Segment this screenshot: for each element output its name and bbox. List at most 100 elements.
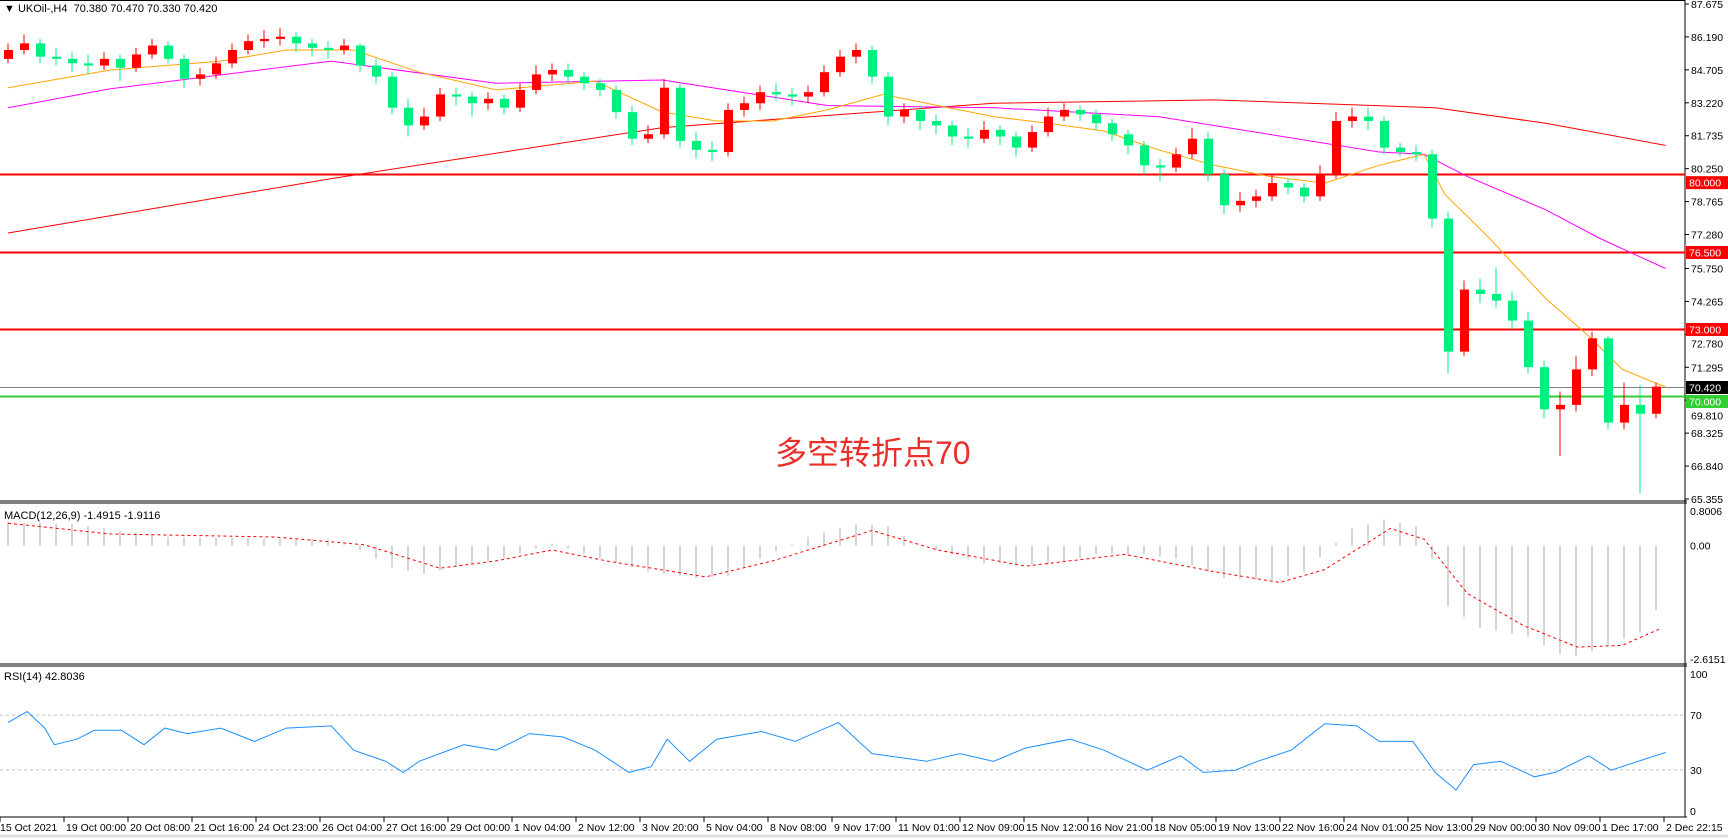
price-tick-label: 87.675 (1691, 0, 1723, 11)
candle-body (1076, 109, 1085, 115)
candle-body (1492, 293, 1501, 301)
candle-body (1188, 138, 1197, 155)
time-tick-label: 30 Nov 09:00 (1538, 822, 1601, 834)
candle-body (916, 109, 925, 121)
candle-body (948, 125, 957, 137)
time-tick-label: 16 Nov 21:00 (1090, 822, 1153, 834)
candle-body (1620, 404, 1629, 423)
price-tick-label: 65.355 (1691, 494, 1723, 506)
candle-body (484, 98, 493, 104)
candle-body (308, 43, 317, 48)
price-level-label: 70.000 (1689, 397, 1721, 409)
time-tick-label: 15 Nov 12:00 (1026, 822, 1089, 834)
candle-body (468, 96, 477, 104)
price-tick-label: 72.780 (1691, 339, 1723, 351)
candle-body (292, 36, 301, 44)
candle-body (852, 50, 861, 57)
price-level-label: 80.000 (1689, 178, 1721, 190)
time-tick-label: 9 Nov 17:00 (834, 822, 891, 834)
candle-body (772, 92, 781, 95)
time-tick-label: 5 Nov 04:00 (706, 822, 763, 834)
price-tick-label: 71.295 (1691, 362, 1723, 374)
time-tick-label: 15 Oct 2021 (0, 822, 57, 834)
candle-body (1412, 152, 1421, 155)
candle-body (532, 74, 541, 90)
candle-body (500, 98, 509, 108)
candle-body (1300, 187, 1309, 197)
candle-body (1476, 289, 1485, 294)
price-level-label: 70.420 (1689, 383, 1721, 395)
ohlc-readout: 70.380 70.470 70.330 70.420 (73, 3, 218, 15)
candle-body (836, 56, 845, 73)
time-tick-label: 8 Nov 08:00 (770, 822, 827, 834)
price-level-marker (1686, 381, 1728, 394)
candle-body (132, 54, 141, 68)
time-tick-label: 26 Oct 04:00 (322, 822, 382, 834)
candle-body (276, 36, 285, 39)
annotation-text: 多空转折点70 (775, 435, 971, 471)
candle-body (420, 116, 429, 126)
candle-body (1092, 114, 1101, 124)
candle-body (1028, 132, 1037, 148)
price-tick-label: 68.325 (1691, 428, 1723, 440)
candle-body (244, 41, 253, 51)
chart-header: ▼ UKOil-,H4 70.380 70.470 70.330 70.420 (4, 3, 217, 15)
candle-body (1060, 109, 1069, 117)
candle-body (724, 109, 733, 153)
rsi-tick-label: 100 (1690, 669, 1708, 681)
candle-body (1284, 183, 1293, 188)
candle-body (1316, 174, 1325, 197)
time-tick-label: 24 Oct 23:00 (258, 822, 318, 834)
price-tick-label: 74.265 (1691, 296, 1723, 308)
candle-body (404, 107, 413, 126)
candle-body (1636, 404, 1645, 414)
candle-body (820, 72, 829, 93)
candle-body (900, 109, 909, 117)
macd-tick-label: 0.00 (1690, 541, 1711, 553)
rsi-title: RSI(14) 42.8036 (4, 671, 85, 683)
candle-body (212, 63, 221, 75)
candle-body (596, 83, 605, 90)
time-tick-label: 18 Nov 05:00 (1154, 822, 1217, 834)
rsi-line (7, 710, 1666, 791)
time-tick-label: 19 Oct 00:00 (66, 822, 126, 834)
price-tick-label: 83.220 (1691, 98, 1723, 110)
price-tick-label: 77.280 (1691, 230, 1723, 242)
candle-body (1124, 134, 1133, 146)
candle-body (996, 129, 1005, 137)
candle-body (196, 74, 205, 79)
macd-signal-line (7, 522, 1662, 648)
candle-body (1140, 145, 1149, 166)
candle-body (4, 50, 13, 59)
candle-body (20, 43, 29, 51)
candle-body (564, 69, 573, 77)
candle-body (52, 56, 61, 59)
candle-body (612, 89, 621, 113)
time-tick-label: 19 Nov 13:00 (1218, 822, 1281, 834)
price-tick-label: 80.250 (1691, 164, 1723, 176)
price-tick-label: 75.750 (1691, 263, 1723, 275)
candle-body (116, 58, 125, 68)
candle-body (148, 45, 157, 55)
time-tick-label: 1 Dec 17:00 (1602, 822, 1659, 834)
time-tick-label: 21 Oct 16:00 (194, 822, 254, 834)
time-tick-label: 25 Nov 13:00 (1410, 822, 1473, 834)
candle-body (756, 92, 765, 104)
price-level-marker (1686, 395, 1728, 408)
candle-body (324, 47, 333, 51)
candle-body (1044, 116, 1053, 133)
candle-body (692, 140, 701, 150)
time-tick-label: 2 Dec 22:15 (1666, 822, 1723, 834)
time-tick-label: 20 Oct 08:00 (130, 822, 190, 834)
time-tick-label: 12 Nov 09:00 (962, 822, 1025, 834)
rsi-tick-label: 0 (1690, 806, 1696, 818)
macd-tick-label: -2.6151 (1690, 654, 1726, 666)
price-tick-label: 69.810 (1691, 411, 1723, 423)
time-tick-label: 29 Oct 00:00 (450, 822, 510, 834)
candle-body (1652, 386, 1661, 414)
time-axis (0, 818, 1728, 839)
macd-title: MACD(12,26,9) -1.4915 -1.9116 (4, 510, 161, 522)
candle-body (1348, 116, 1357, 121)
dropdown-triangle-icon[interactable]: ▼ (4, 3, 15, 15)
